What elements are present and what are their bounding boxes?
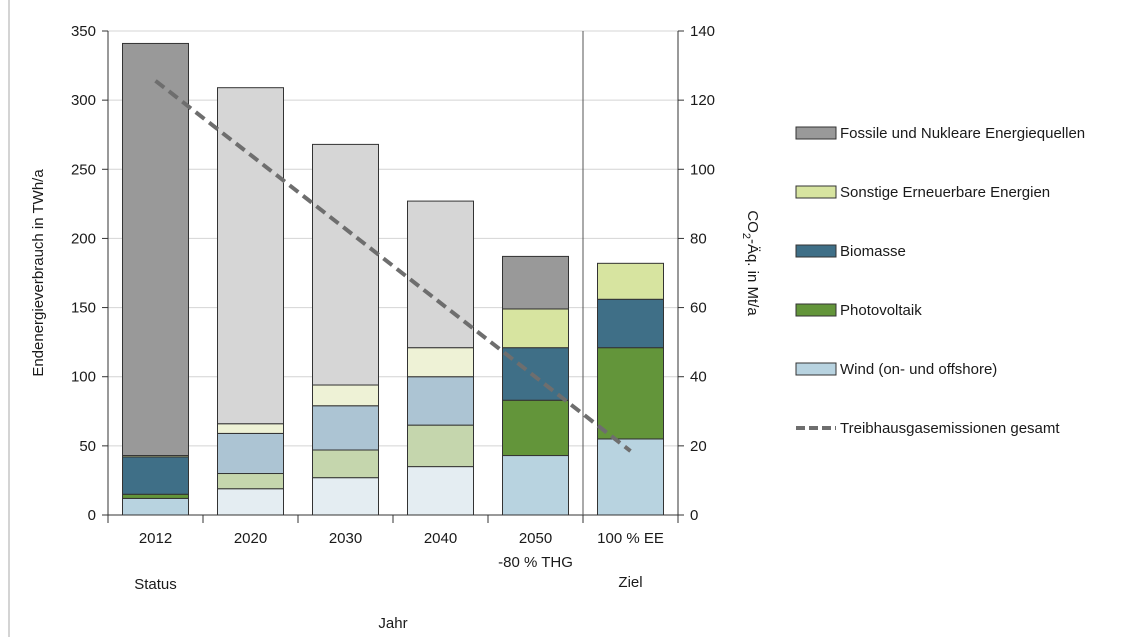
y-tick-label: 50	[79, 438, 96, 455]
legend-swatch	[795, 362, 837, 376]
legend-swatch	[795, 185, 837, 199]
y-tick-label: 250	[71, 161, 96, 178]
legend-label: Sonstige Erneuerbare Energien	[840, 184, 1050, 201]
bar-segment	[217, 87, 284, 425]
bar-segment	[122, 42, 189, 457]
y2-tick-label: 140	[690, 23, 715, 40]
x-tick-label: 2012	[139, 530, 172, 547]
bar-segment	[407, 424, 474, 468]
x-tick-sublabel: -80 % THG	[498, 554, 573, 571]
bar-segment	[502, 455, 569, 516]
bar-segment	[502, 255, 569, 310]
y2-tick-label: 100	[690, 161, 715, 178]
bar-segment	[597, 347, 664, 440]
trend-line	[154, 79, 632, 453]
legend-label: Photovoltaik	[840, 302, 922, 319]
bar-segment	[122, 493, 189, 499]
bar-segment	[217, 488, 284, 516]
bar-segment	[597, 298, 664, 349]
x-tick-sublabel: Ziel	[618, 574, 642, 591]
y-tick-label: 300	[71, 92, 96, 109]
bar-segment	[217, 423, 284, 434]
y2-tick-label: 60	[690, 300, 707, 317]
legend-label: Biomasse	[840, 243, 906, 260]
legend-swatch	[795, 244, 837, 258]
legend-swatch	[795, 303, 837, 317]
bar-segment	[312, 449, 379, 479]
bar-segment	[502, 347, 569, 401]
y-tick-label: 350	[71, 23, 96, 40]
y2-tick-label: 0	[690, 507, 698, 524]
x-tick-label: 2020	[234, 530, 267, 547]
bar-segment	[122, 497, 189, 516]
y2-tick-label: 20	[690, 438, 707, 455]
x-tick-label: 100 % EE	[597, 530, 664, 547]
bar-segment	[312, 384, 379, 407]
y-tick-label: 0	[88, 507, 96, 524]
bar-segment	[312, 477, 379, 516]
x-tick-label: 2030	[329, 530, 362, 547]
x-tick-sublabel: Status	[134, 576, 177, 593]
x-axis-title: Jahr	[378, 615, 407, 632]
bar-segment	[502, 399, 569, 457]
bar-segment	[122, 456, 189, 495]
y2-tick-label: 120	[690, 92, 715, 109]
legend-swatch	[795, 126, 837, 140]
y2-tick-label: 40	[690, 369, 707, 386]
x-tick-label: 2050	[519, 530, 552, 547]
x-tick-label: 2040	[424, 530, 457, 547]
legend-label: Treibhausgasemissionen gesamt	[840, 420, 1060, 437]
bar-segment	[597, 438, 664, 516]
bar-segment	[407, 376, 474, 426]
bar-segment	[597, 262, 664, 300]
y-tick-label: 150	[71, 300, 96, 317]
legend-label: Fossile und Nukleare Energiequellen	[840, 125, 1085, 142]
bar-segment	[217, 473, 284, 490]
bar-segment	[312, 405, 379, 451]
y2-tick-label: 80	[690, 230, 707, 247]
y-tick-label: 100	[71, 369, 96, 386]
bar-segment	[407, 200, 474, 349]
bar-segment	[312, 143, 379, 386]
legend-label: Wind (on- und offshore)	[840, 361, 997, 378]
y-axis-title: Endenergieverbrauch in TWh/a	[30, 169, 47, 377]
bar-segment	[217, 432, 284, 475]
bar-segment	[407, 466, 474, 516]
bar-segment	[502, 308, 569, 349]
y-tick-label: 200	[71, 230, 96, 247]
y2-axis-title: CO2-Äq. in Mt/a	[740, 210, 761, 316]
bar-segment	[407, 347, 474, 378]
